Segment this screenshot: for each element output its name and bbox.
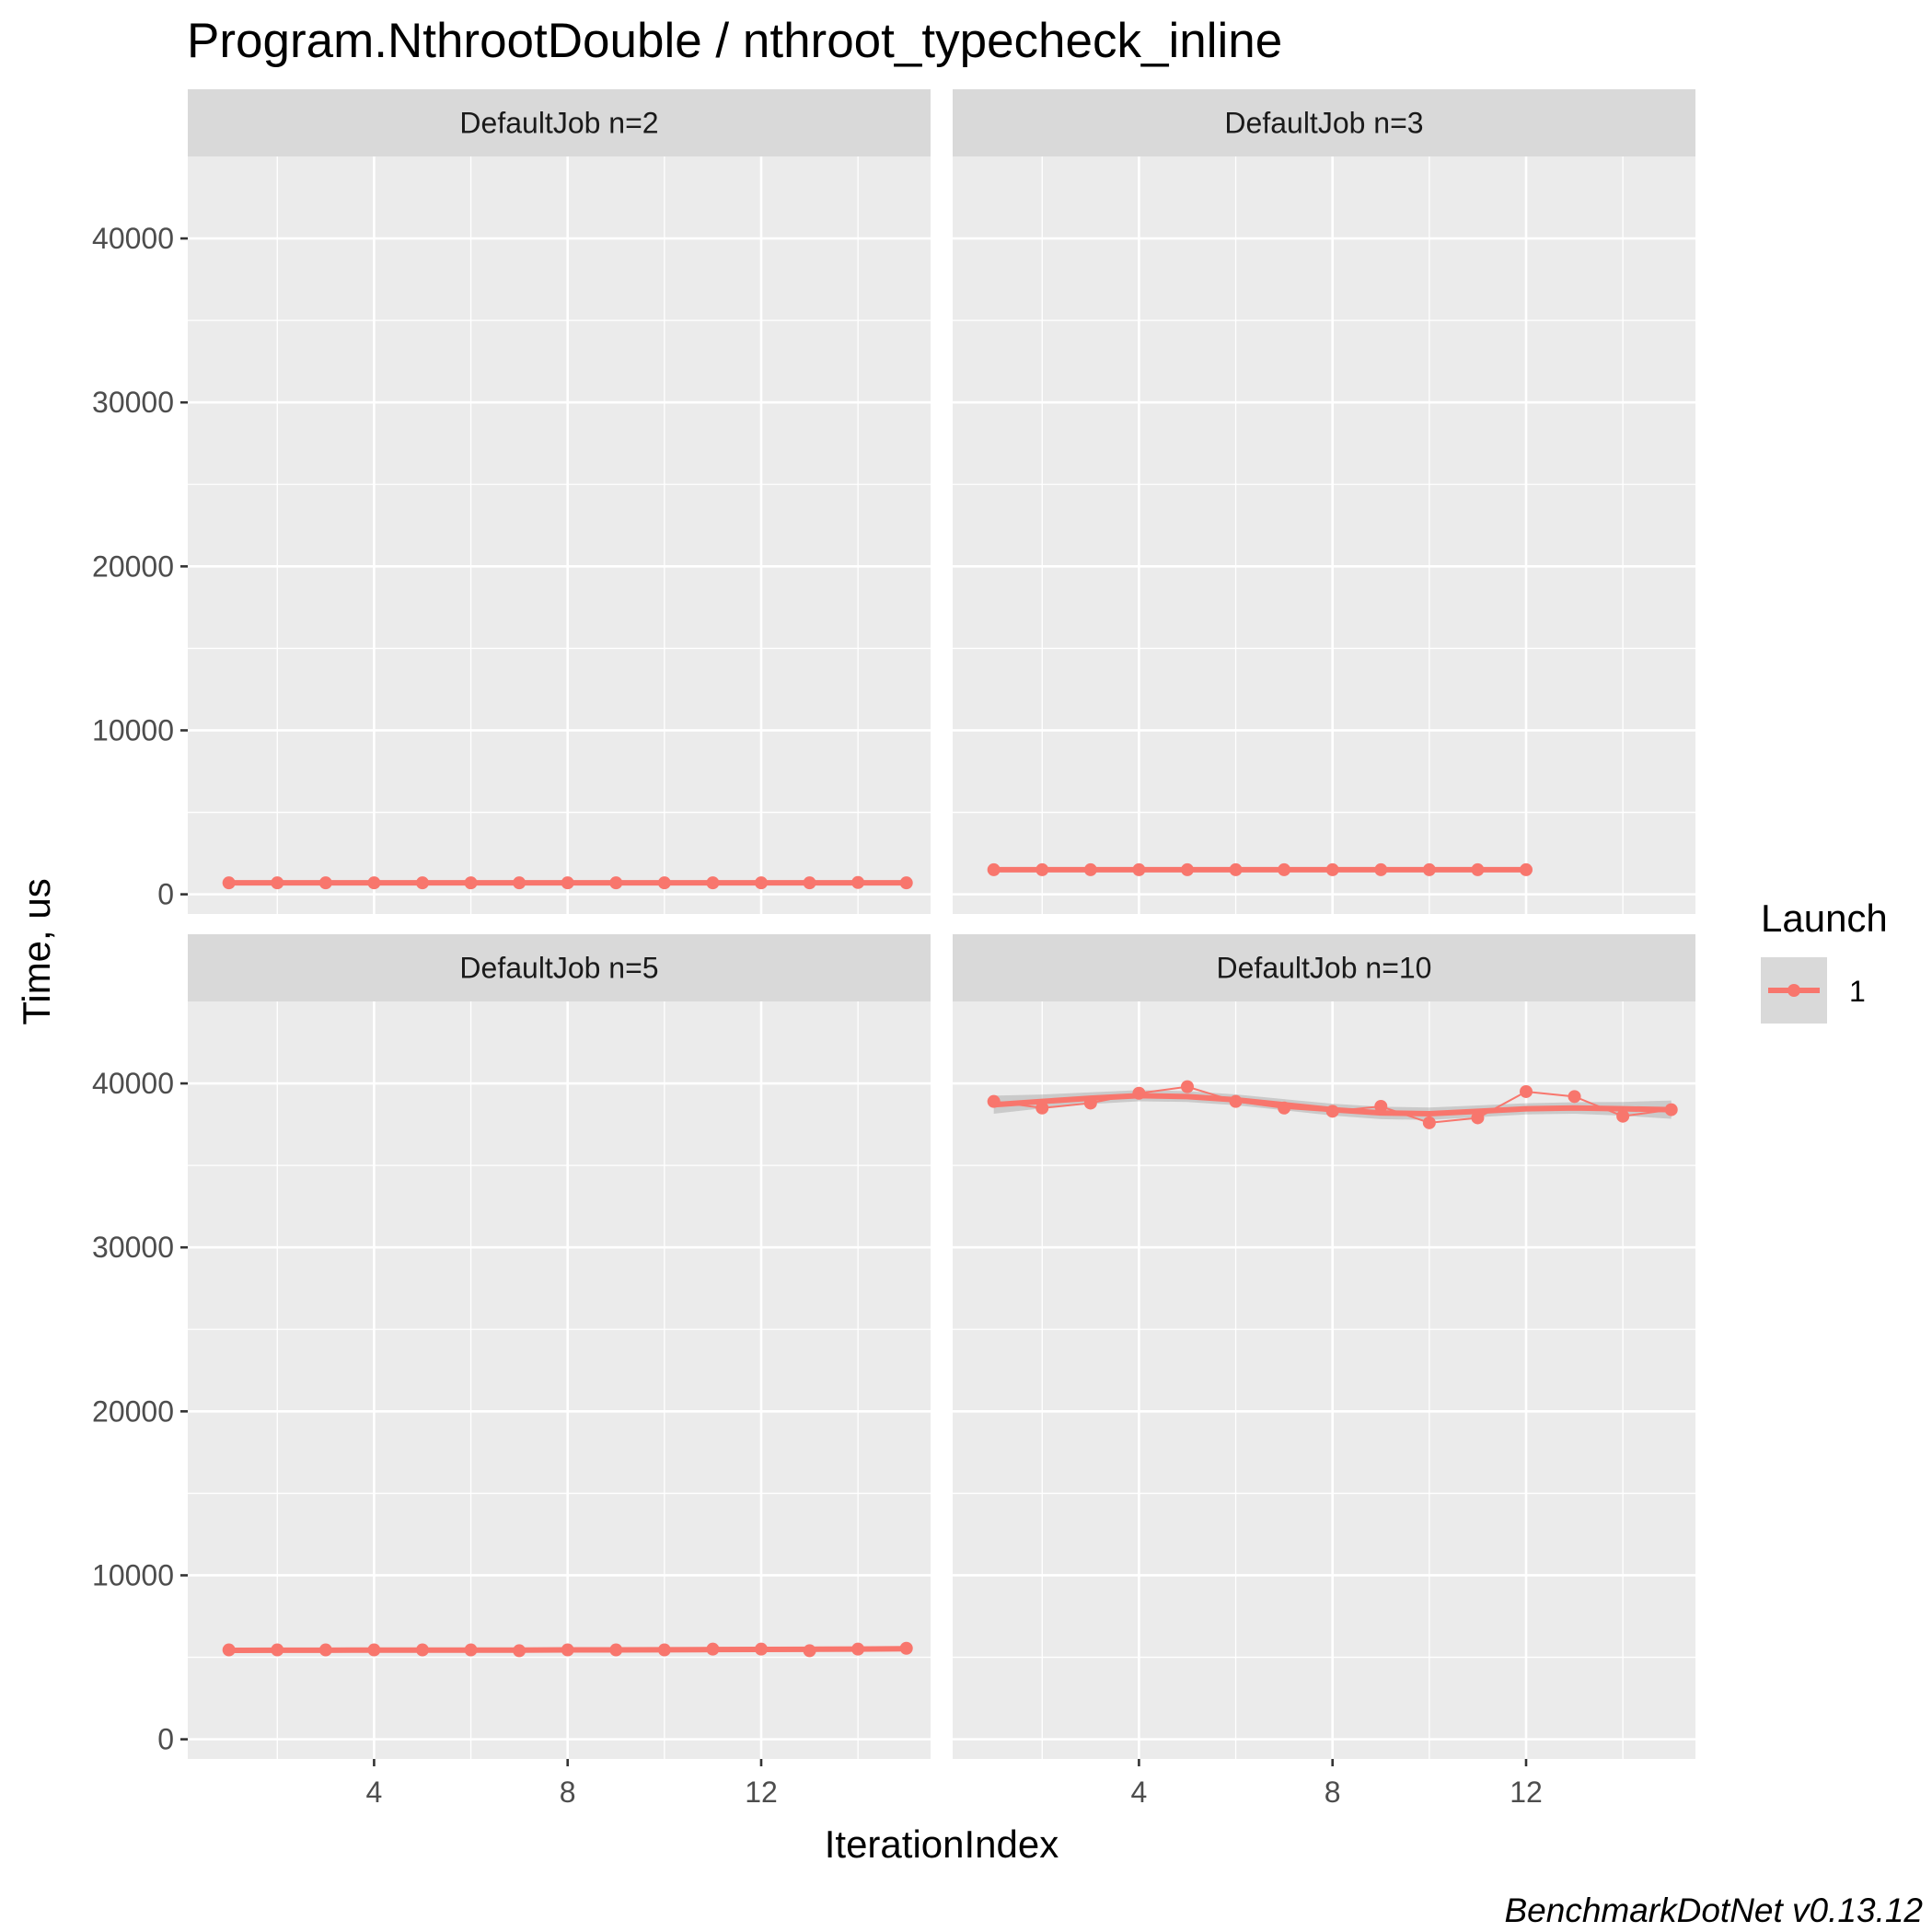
y-tick-label: 40000 (92, 222, 174, 255)
y-tick-label: 0 (157, 878, 174, 911)
y-tick-label: 20000 (92, 550, 174, 583)
legend-entry-label: 1 (1849, 975, 1866, 1008)
x-tick-label: 4 (366, 1776, 383, 1809)
data-point (1519, 1084, 1533, 1098)
y-axis: 0 10000 20000 30000 40000 0 10000 20000 30000 400… (92, 222, 188, 1756)
x-tick-label: 12 (745, 1776, 778, 1809)
x-axis-title: IterationIndex (825, 1822, 1059, 1866)
strip-background (953, 89, 1695, 156)
data-point (1374, 1100, 1388, 1114)
strip-label: DefaultJob n=2 (459, 107, 658, 140)
legend-key-point (1787, 984, 1800, 997)
y-axis-title: Time, us (15, 878, 58, 1024)
y-tick-label: 30000 (92, 1231, 174, 1264)
y-tick-label: 10000 (92, 1558, 174, 1591)
data-point (1616, 1109, 1630, 1123)
data-point (1422, 1116, 1436, 1129)
strip-background (188, 934, 931, 1001)
y-tick-label: 30000 (92, 386, 174, 419)
strip-background (953, 934, 1695, 1001)
x-tick-label: 8 (1325, 1776, 1341, 1809)
data-point (1471, 1111, 1485, 1125)
facet-panels: DefaultJob n=2 DefaultJob n=3 DefaultJob n… (188, 89, 1695, 1759)
smooth-line (993, 1093, 1672, 1117)
panel-background (188, 156, 931, 914)
x-tick-label: 12 (1510, 1776, 1543, 1809)
caption: BenchmarkDotNet v0.13.12 (1504, 1892, 1923, 1929)
data-point (1035, 1101, 1049, 1115)
strip-label: DefaultJob n=3 (1224, 107, 1423, 140)
data-point (1568, 1090, 1581, 1104)
chart-title: Program.NthrootDouble / nthroot_typechec… (187, 14, 1282, 68)
data-point (1180, 1080, 1194, 1093)
panel-background (188, 1001, 931, 1759)
y-tick-label: 40000 (92, 1067, 174, 1100)
panel-background (953, 156, 1695, 914)
strip-background (188, 89, 931, 156)
y-tick-label: 20000 (92, 1394, 174, 1428)
strip-label: DefaultJob n=5 (459, 952, 658, 985)
smooth-line (228, 1646, 907, 1654)
y-tick-label: 10000 (92, 713, 174, 746)
x-tick-label: 8 (560, 1776, 576, 1809)
x-axis: 4 8 12 4 8 12 (366, 1759, 1543, 1809)
facet-panel: DefaultJob n=10 (953, 934, 1695, 1759)
legend-title: Launch (1761, 897, 1888, 940)
y-tick-label: 0 (157, 1723, 174, 1756)
facet-panel: DefaultJob n=3 (953, 89, 1695, 914)
panel-background (953, 1001, 1695, 1759)
facet-panel: DefaultJob n=5 (188, 934, 931, 1759)
legend: Launch 1 (1761, 897, 1888, 1024)
facet-panel: DefaultJob n=2 (188, 89, 931, 914)
strip-label: DefaultJob n=10 (1217, 952, 1432, 985)
x-tick-label: 4 (1131, 1776, 1148, 1809)
